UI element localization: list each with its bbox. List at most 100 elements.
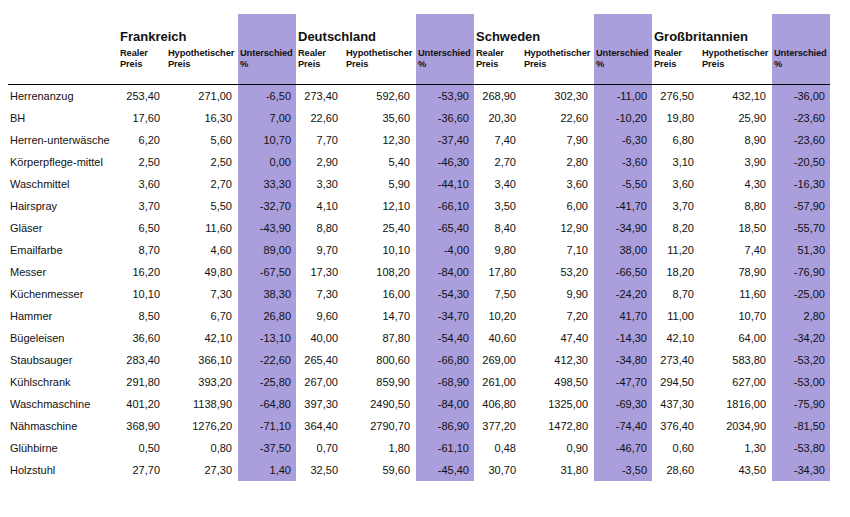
price-cell: 87,80	[344, 327, 416, 349]
unterschied-cell: -11,00	[594, 85, 652, 108]
unterschied-cell: -45,40	[416, 459, 474, 481]
price-cell: 6,70	[166, 305, 238, 327]
country-header-grossbritannien: Großbritannien	[652, 14, 772, 45]
table-row: Hammer8,506,7026,809,6014,70-34,7010,207…	[8, 305, 830, 327]
price-cell: 2,90	[296, 151, 344, 173]
unterschied-cell: -5,50	[594, 173, 652, 195]
price-cell: 1138,90	[166, 393, 238, 415]
price-cell: 12,30	[344, 129, 416, 151]
table-row: Kühlschrank291,80393,20-25,80267,00859,9…	[8, 371, 830, 393]
price-cell: 22,60	[522, 107, 594, 129]
price-cell: 8,80	[296, 217, 344, 239]
table-row: Waschmaschine401,201138,90-64,80397,3024…	[8, 393, 830, 415]
price-cell: 3,60	[652, 173, 700, 195]
unterschied-cell: -53,80	[772, 437, 830, 459]
row-label: Hairspray	[8, 195, 118, 217]
diff-band-top-deutschland	[416, 14, 474, 45]
country-header-deutschland: Deutschland	[296, 14, 416, 45]
price-cell: 35,60	[344, 107, 416, 129]
price-cell: 8,70	[652, 283, 700, 305]
price-cell: 25,90	[700, 107, 772, 129]
unterschied-cell: -67,50	[238, 261, 296, 283]
price-cell: 412,30	[522, 349, 594, 371]
table-row: Staubsauger283,40366,10-22,60265,40800,6…	[8, 349, 830, 371]
price-cell: 0,48	[474, 437, 522, 459]
table-row: Körperpflege-mittel2,502,500,002,905,40-…	[8, 151, 830, 173]
price-cell: 8,20	[652, 217, 700, 239]
price-cell: 366,10	[166, 349, 238, 371]
price-cell: 10,20	[474, 305, 522, 327]
price-cell: 43,50	[700, 459, 772, 481]
price-cell: 583,80	[700, 349, 772, 371]
price-comparison-table: Frankreich Deutschland Schweden Großbrit…	[8, 14, 830, 481]
price-cell: 294,50	[652, 371, 700, 393]
table-row: Waschmittel3,602,7033,303,305,90-44,103,…	[8, 173, 830, 195]
diff-band-top-schweden	[594, 14, 652, 45]
unterschied-cell: 38,30	[238, 283, 296, 305]
unterschied-cell: -6,50	[238, 85, 296, 108]
price-cell: 8,90	[700, 129, 772, 151]
unterschied-cell: -32,70	[238, 195, 296, 217]
unterschied-cell: -65,40	[416, 217, 474, 239]
unterschied-cell: -84,00	[416, 393, 474, 415]
price-cell: 53,20	[522, 261, 594, 283]
table-row: Glühbirne0,500,80-37,500,701,80-61,100,4…	[8, 437, 830, 459]
unterschied-cell: -10,20	[594, 107, 652, 129]
unterschied-cell: -61,10	[416, 437, 474, 459]
table-row: Bügeleisen36,6042,10-13,1040,0087,80-54,…	[8, 327, 830, 349]
price-cell: 5,90	[344, 173, 416, 195]
price-cell: 16,30	[166, 107, 238, 129]
price-cell: 20,30	[474, 107, 522, 129]
price-cell: 5,60	[166, 129, 238, 151]
price-cell: 10,10	[344, 239, 416, 261]
price-cell: 302,30	[522, 85, 594, 108]
price-comparison-page: Frankreich Deutschland Schweden Großbrit…	[0, 0, 850, 517]
price-cell: 269,00	[474, 349, 522, 371]
price-cell: 3,40	[474, 173, 522, 195]
price-cell: 1,30	[700, 437, 772, 459]
unterschied-cell: -24,20	[594, 283, 652, 305]
price-cell: 2,70	[474, 151, 522, 173]
price-cell: 7,70	[296, 129, 344, 151]
price-cell: 7,40	[700, 239, 772, 261]
price-cell: 22,60	[296, 107, 344, 129]
col-header-unterschied: Unterschied %	[238, 45, 296, 85]
unterschied-cell: -66,50	[594, 261, 652, 283]
price-cell: 592,60	[344, 85, 416, 108]
row-label: Kühlschrank	[8, 371, 118, 393]
price-cell: 376,40	[652, 415, 700, 437]
price-cell: 59,60	[344, 459, 416, 481]
label-column-spacer	[8, 45, 118, 85]
price-cell: 12,90	[522, 217, 594, 239]
price-cell: 401,20	[118, 393, 166, 415]
price-cell: 3,10	[652, 151, 700, 173]
unterschied-cell: -36,60	[416, 107, 474, 129]
price-cell: 8,50	[118, 305, 166, 327]
diff-band-top-grossbritannien	[772, 14, 830, 45]
unterschied-cell: -71,10	[238, 415, 296, 437]
price-cell: 2,70	[166, 173, 238, 195]
country-header-row: Frankreich Deutschland Schweden Großbrit…	[8, 14, 830, 45]
price-cell: 0,80	[166, 437, 238, 459]
table-row: Emailfarbe8,704,6089,009,7010,10-4,009,8…	[8, 239, 830, 261]
col-header-hypothetischer-preis: Hypothetischer Preis	[166, 45, 238, 85]
country-header-frankreich: Frankreich	[118, 14, 238, 45]
price-cell: 393,20	[166, 371, 238, 393]
price-cell: 64,00	[700, 327, 772, 349]
price-cell: 12,10	[344, 195, 416, 217]
unterschied-cell: -23,60	[772, 107, 830, 129]
price-cell: 2,80	[522, 151, 594, 173]
price-cell: 78,90	[700, 261, 772, 283]
unterschied-cell: -34,80	[594, 349, 652, 371]
price-cell: 2,50	[118, 151, 166, 173]
price-cell: 2790,70	[344, 415, 416, 437]
unterschied-cell: -41,70	[594, 195, 652, 217]
country-header-schweden: Schweden	[474, 14, 594, 45]
col-header-hypothetischer-preis: Hypothetischer Preis	[700, 45, 772, 85]
price-cell: 273,40	[296, 85, 344, 108]
unterschied-cell: 1,40	[238, 459, 296, 481]
price-cell: 627,00	[700, 371, 772, 393]
row-label: Waschmaschine	[8, 393, 118, 415]
price-cell: 36,60	[118, 327, 166, 349]
price-cell: 19,80	[652, 107, 700, 129]
